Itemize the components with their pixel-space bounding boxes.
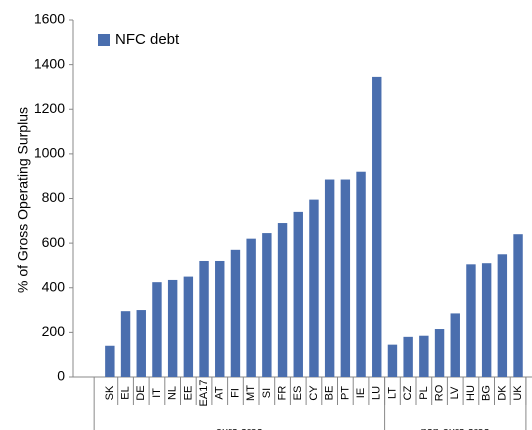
x-tick-label: FI xyxy=(229,388,241,398)
bar xyxy=(183,276,194,377)
y-tick-label: 1400 xyxy=(34,55,65,71)
bar xyxy=(199,260,209,377)
bar xyxy=(450,313,460,377)
bar xyxy=(387,344,398,377)
bar xyxy=(136,310,146,377)
x-tick-label: EL xyxy=(119,386,131,399)
group-label: non-euro area xyxy=(421,426,491,430)
y-tick-label: 1200 xyxy=(34,100,65,116)
x-tick-label: IT xyxy=(151,388,163,398)
bar xyxy=(262,233,272,377)
x-tick-label: PT xyxy=(339,386,351,400)
x-tick-label: CY xyxy=(308,385,320,401)
bar xyxy=(356,171,366,377)
x-tick-label: EE xyxy=(182,386,194,401)
bar xyxy=(152,282,162,377)
bar xyxy=(120,311,131,377)
x-tick-label: BE xyxy=(324,386,336,401)
x-tick-label: HU xyxy=(465,385,477,401)
y-tick-label: 1000 xyxy=(34,145,65,161)
x-tick-label: MT xyxy=(245,385,257,401)
x-tick-label: RO xyxy=(433,384,445,401)
bar xyxy=(277,223,288,377)
bar xyxy=(419,335,429,377)
y-tick-label: 400 xyxy=(42,278,66,294)
x-tick-label: FR xyxy=(276,386,288,401)
x-tick-label: UK xyxy=(512,385,524,401)
legend-swatch xyxy=(98,34,110,46)
bar xyxy=(513,234,523,377)
y-tick-label: 800 xyxy=(42,189,66,205)
legend-label: NFC debt xyxy=(115,31,180,48)
bar xyxy=(293,211,303,377)
y-tick-label: 1600 xyxy=(34,11,65,27)
bar xyxy=(481,263,492,377)
x-tick-label: LT xyxy=(386,387,398,399)
x-tick-label: LU xyxy=(371,386,383,400)
x-tick-label: LV xyxy=(449,386,461,399)
x-tick-label: DK xyxy=(496,385,508,401)
bar xyxy=(434,329,445,377)
y-axis-label: % of Gross Operating Surplus xyxy=(15,107,31,293)
bar xyxy=(167,279,178,377)
bar xyxy=(215,260,225,377)
bar xyxy=(246,238,256,377)
x-tick-label: DE xyxy=(135,385,147,400)
bar xyxy=(403,336,413,377)
bar xyxy=(372,76,382,377)
x-tick-label: IE xyxy=(355,388,367,398)
x-tick-label: BG xyxy=(481,385,493,401)
x-tick-label: NL xyxy=(167,386,179,400)
x-tick-label: EA17 xyxy=(198,380,210,407)
bar xyxy=(105,345,115,377)
x-tick-label: PL xyxy=(418,386,430,399)
x-tick-label: ES xyxy=(292,386,304,401)
y-tick-label: 200 xyxy=(42,323,66,339)
group-label: euro area xyxy=(216,426,264,430)
x-tick-label: SK xyxy=(104,385,116,400)
bar xyxy=(309,199,319,377)
y-tick-label: 0 xyxy=(57,368,65,384)
bar xyxy=(230,249,241,377)
bar xyxy=(340,179,351,377)
x-tick-label: SI xyxy=(261,388,273,398)
bar xyxy=(466,264,476,377)
x-tick-label: CZ xyxy=(402,385,414,400)
bar xyxy=(497,254,508,377)
x-tick-label: AT xyxy=(214,386,226,400)
bar xyxy=(324,179,335,377)
y-tick-label: 600 xyxy=(42,234,66,250)
